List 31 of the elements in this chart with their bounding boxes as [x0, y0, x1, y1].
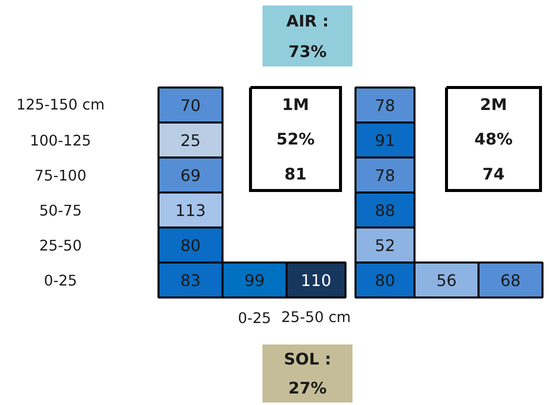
y-tick-label: 125-150 cm	[16, 96, 105, 114]
annotation: 81	[284, 164, 307, 184]
data-label: 56	[436, 271, 457, 290]
y-tick-label: 50-75	[39, 202, 82, 220]
data-label: 25	[180, 131, 201, 150]
text: SOL : 27%	[284, 350, 332, 398]
data-label: 80	[374, 271, 396, 290]
data-label: 88	[374, 201, 396, 220]
annotation: 1M	[282, 95, 310, 114]
data-label: 83	[180, 271, 201, 290]
y-tick-label: 25-50	[39, 238, 82, 254]
data-label: 110	[300, 271, 332, 290]
x-tick-label: 25-50 cm	[281, 309, 351, 326]
annotation: 48%	[474, 130, 513, 148]
data-label: 78	[374, 96, 396, 115]
data-label: 80	[180, 236, 201, 255]
data-label: 78	[374, 166, 396, 185]
data-label: 99	[244, 271, 265, 290]
text: AIR : 73%	[286, 11, 329, 61]
data-label: 68	[500, 271, 521, 290]
data-label: 52	[374, 236, 396, 255]
data-label: 70	[180, 96, 201, 115]
y-tick-label: 75-100	[34, 168, 86, 184]
annotation: 74	[482, 164, 505, 184]
y-tick-label: 0-25	[44, 272, 78, 290]
data-label: 91	[374, 131, 396, 150]
annotation: 52%	[276, 130, 315, 148]
data-label: 69	[180, 166, 201, 185]
data-label: 113	[175, 201, 206, 220]
y-tick-label: 100-125	[30, 132, 92, 150]
annotation: 2M	[480, 95, 508, 114]
